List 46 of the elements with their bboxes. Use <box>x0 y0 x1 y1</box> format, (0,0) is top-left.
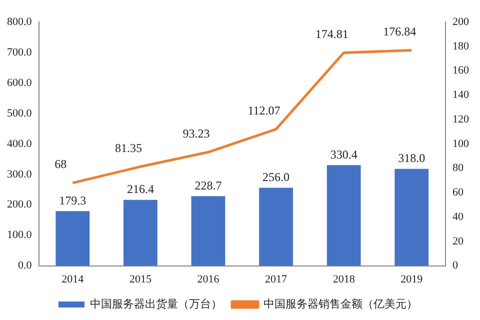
y-tick-label: 500.0 <box>7 107 32 120</box>
y2-tick-label: 20 <box>452 235 464 248</box>
y2-tick-label: 180 <box>452 40 470 52</box>
data-label: 68 <box>54 157 67 172</box>
y2-tick-label: 200 <box>452 16 470 28</box>
y-tick-label: 300.0 <box>7 168 32 180</box>
y2-tick-label: 140 <box>452 89 470 102</box>
data-label: 330.4 <box>330 147 358 162</box>
y2-tick-label: 60 <box>452 186 464 199</box>
y2-tick-label: 160 <box>452 64 470 77</box>
x-tick-label: 2017 <box>265 273 288 286</box>
bar <box>123 200 158 266</box>
y-tick-label: 0.0 <box>18 260 32 272</box>
y2-tick-label: 0 <box>452 260 458 272</box>
bar <box>326 165 361 266</box>
x-tick-label: 2014 <box>62 273 84 286</box>
x-tick-label: 2018 <box>332 273 356 286</box>
y2-tick-label: 80 <box>452 162 464 174</box>
y2-tick-label: 40 <box>452 210 464 223</box>
data-label: 112.07 <box>248 103 280 118</box>
x-tick-label: 2016 <box>197 273 220 286</box>
bar <box>56 211 90 266</box>
y-tick-label: 700.0 <box>7 46 32 58</box>
bar <box>259 188 293 266</box>
bar <box>191 196 226 266</box>
data-label: 174.81 <box>315 26 348 41</box>
legend-label: 中国服务器出货量（万台） <box>90 297 222 310</box>
x-tick-label: 2015 <box>129 273 152 286</box>
data-label: 216.4 <box>126 182 154 196</box>
data-label: 176.84 <box>383 24 416 38</box>
data-label: 318.0 <box>398 151 426 166</box>
legend-label: 中国服务器销售金额（亿美元） <box>264 297 418 310</box>
y-tick-label: 600.0 <box>7 76 32 89</box>
data-label: 81.35 <box>114 140 142 155</box>
bar <box>394 168 429 266</box>
data-label: 93.23 <box>182 126 210 140</box>
data-label: 179.3 <box>59 193 86 208</box>
data-label: 256.0 <box>262 170 290 184</box>
y-tick-label: 200.0 <box>7 198 32 211</box>
y2-tick-label: 100 <box>452 138 470 150</box>
y-tick-label: 800.0 <box>7 16 32 28</box>
y-tick-label: 100.0 <box>7 229 32 242</box>
y-tick-label: 400.0 <box>7 138 32 150</box>
data-label: 228.7 <box>194 178 222 192</box>
y2-tick-label: 120 <box>452 113 470 126</box>
x-tick-label: 2019 <box>400 273 424 286</box>
